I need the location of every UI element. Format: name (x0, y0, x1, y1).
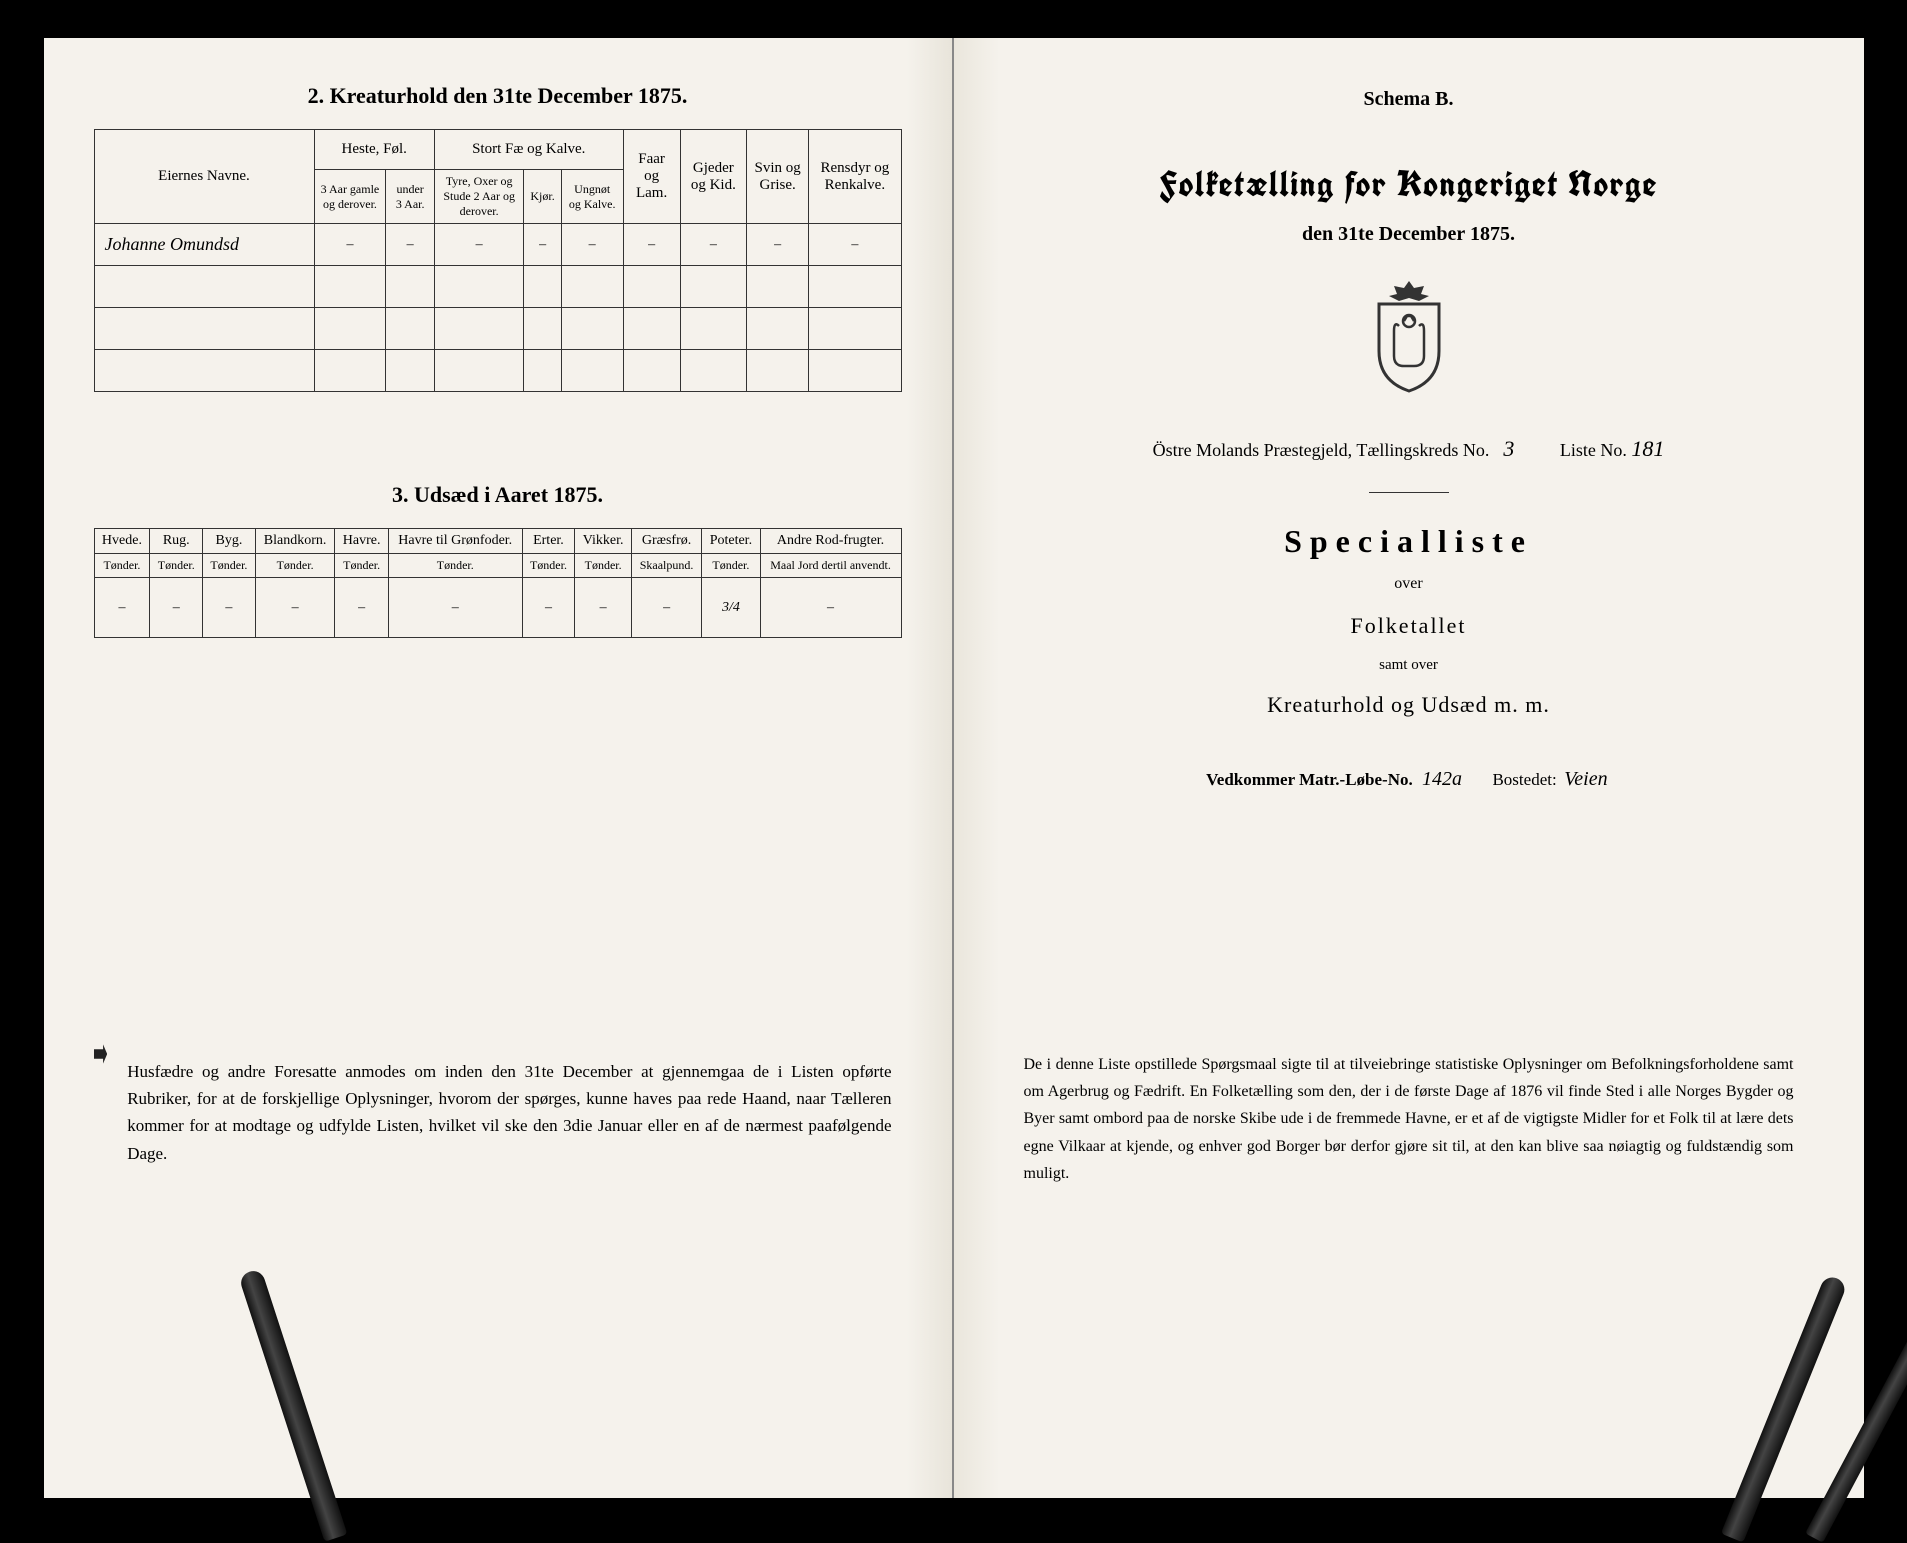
left-footnote: Husfædre og andre Foresatte anmodes om i… (117, 1058, 901, 1167)
col: Græsfrø. (631, 529, 701, 554)
cell: – (314, 224, 386, 266)
sub-h1: 3 Aar gamle og derover. (314, 170, 386, 224)
table-row: – – – – – – – – – 3/4 – (94, 578, 901, 638)
cell: – (150, 578, 203, 638)
cell: – (386, 224, 435, 266)
bosted-value: Veien (1561, 768, 1611, 791)
col-goats: Gjeder og Kid. (680, 130, 746, 224)
col: Erter. (522, 529, 575, 554)
unit: Tønder. (575, 554, 632, 578)
right-page: Schema B. Folketælling for Kongeriget No… (954, 38, 1864, 1498)
sub-c2: Kjør. (524, 170, 561, 224)
cell: – (203, 578, 256, 638)
col: Andre Rod-frugter. (760, 529, 901, 554)
cell: – (631, 578, 701, 638)
cell: – (680, 224, 746, 266)
unit: Tønder. (150, 554, 203, 578)
cell: – (747, 224, 809, 266)
unit: Skaalpund. (631, 554, 701, 578)
folketallet: Folketallet (1004, 613, 1814, 639)
col: Havre. (335, 529, 388, 554)
col-owner: Eiernes Navne. (94, 130, 314, 224)
district-prefix: Östre Molands Præstegjeld, Tællingskreds… (1153, 440, 1490, 460)
divider (1369, 492, 1449, 493)
district-line: Östre Molands Præstegjeld, Tællingskreds… (1004, 436, 1814, 462)
col: Blandkorn. (255, 529, 335, 554)
sub-title: den 31te December 1875. (1004, 223, 1814, 246)
left-footnote-wrap: Husfædre og andre Foresatte anmodes om i… (94, 1038, 902, 1167)
matr-no: 142a (1417, 768, 1467, 791)
over-text: over (1004, 575, 1814, 593)
grp-cattle: Stort Fæ og Kalve. (434, 130, 623, 170)
owner-name: Johanne Omundsd (94, 224, 314, 266)
samt-over: samt over (1004, 657, 1814, 674)
district-no: 3 (1494, 436, 1524, 462)
col-reindeer: Rensdyr og Renkalve. (809, 130, 901, 224)
schema-label: Schema B. (1004, 88, 1814, 111)
main-title: Folketælling for Kongeriget Norge (1004, 161, 1814, 208)
liste-no: 181 (1631, 436, 1664, 462)
cell: – (388, 578, 522, 638)
unit: Tønder. (335, 554, 388, 578)
unit: Tønder. (388, 554, 522, 578)
sub-h2: under 3 Aar. (386, 170, 435, 224)
cell: – (760, 578, 901, 638)
table-row: Johanne Omundsd – – – – – – – – – (94, 224, 901, 266)
special-title: Specialliste (1004, 523, 1814, 560)
livestock-table: Eiernes Navne. Heste, Føl. Stort Fæ og K… (94, 129, 902, 392)
bosted-label: Bostedet: (1492, 770, 1556, 789)
table-row (94, 266, 901, 308)
unit: Tønder. (522, 554, 575, 578)
book-spread: 2. Kreaturhold den 31te December 1875. E… (44, 38, 1864, 1498)
table-row (94, 350, 901, 392)
right-footnote: De i denne Liste opstillede Spørgsmaal s… (1004, 1051, 1814, 1187)
col-pigs: Svin og Grise. (747, 130, 809, 224)
table-row (94, 308, 901, 350)
cell: – (522, 578, 575, 638)
matr-label: Vedkommer Matr.-Løbe-No. (1206, 770, 1413, 789)
col-sheep: Faar og Lam. (623, 130, 680, 224)
col: Vikker. (575, 529, 632, 554)
col: Byg. (203, 529, 256, 554)
unit: Tønder. (702, 554, 760, 578)
section2-title: 2. Kreaturhold den 31te December 1875. (94, 83, 902, 109)
cell: – (335, 578, 388, 638)
liste-label: Liste No. (1560, 440, 1627, 460)
cell: – (623, 224, 680, 266)
binder-clip-icon (238, 1268, 347, 1542)
cell: – (94, 578, 150, 638)
unit: Maal Jord dertil anvendt. (760, 554, 901, 578)
cell: – (561, 224, 623, 266)
seeding-table: Hvede. Rug. Byg. Blandkorn. Havre. Havre… (94, 528, 902, 638)
left-page: 2. Kreaturhold den 31te December 1875. E… (44, 38, 954, 1498)
coat-of-arms-icon (1359, 276, 1459, 396)
grp-horses: Heste, Føl. (314, 130, 434, 170)
cell: – (434, 224, 523, 266)
pointing-hand-icon (94, 1042, 108, 1066)
col: Rug. (150, 529, 203, 554)
cell: – (524, 224, 561, 266)
col: Havre til Grønfoder. (388, 529, 522, 554)
sub-c3: Ungnøt og Kalve. (561, 170, 623, 224)
unit: Tønder. (255, 554, 335, 578)
section3-title: 3. Udsæd i Aaret 1875. (94, 482, 902, 508)
unit: Tønder. (94, 554, 150, 578)
kreaturhold: Kreaturhold og Udsæd m. m. (1004, 692, 1814, 718)
sub-c1: Tyre, Oxer og Stude 2 Aar og derover. (434, 170, 523, 224)
matr-line: Vedkommer Matr.-Løbe-No. 142a Bostedet: … (1004, 768, 1814, 791)
cell: 3/4 (702, 578, 760, 638)
cell: – (575, 578, 632, 638)
cell: – (255, 578, 335, 638)
col: Poteter. (702, 529, 760, 554)
cell: – (809, 224, 901, 266)
unit: Tønder. (203, 554, 256, 578)
col: Hvede. (94, 529, 150, 554)
